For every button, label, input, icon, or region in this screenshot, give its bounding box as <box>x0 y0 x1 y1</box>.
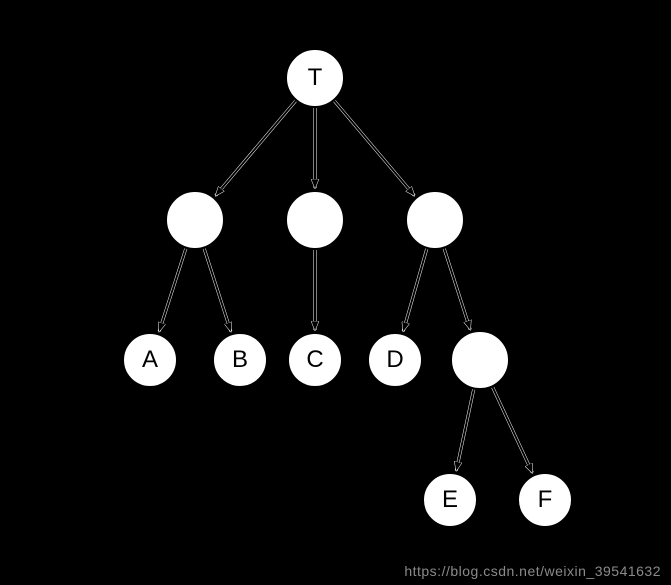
tree-node-root: T <box>285 48 345 108</box>
tree-node-A: A <box>122 332 178 388</box>
tree-node-F: F <box>517 472 573 528</box>
tree-node-label: D <box>386 346 403 374</box>
tree-node-D: D <box>367 332 423 388</box>
tree-node-n4 <box>450 330 510 390</box>
tree-node-n3 <box>405 190 465 250</box>
tree-node-C: C <box>287 332 343 388</box>
tree-node-label: F <box>538 486 553 514</box>
tree-edge <box>334 101 414 196</box>
tree-edge <box>216 101 296 196</box>
tree-edge <box>493 387 533 473</box>
tree-node-label: B <box>232 346 248 374</box>
tree-diagram: T A B C D E F <box>0 0 671 585</box>
tree-node-label: A <box>142 346 158 374</box>
tree-node-n2 <box>285 190 345 250</box>
tree-edge <box>204 249 231 332</box>
tree-edge <box>159 249 186 332</box>
tree-node-label: T <box>308 64 323 92</box>
tree-node-label: E <box>442 486 458 514</box>
tree-edge <box>403 249 427 331</box>
tree-edge <box>444 249 470 330</box>
tree-node-E: E <box>422 472 478 528</box>
watermark-text: https://blog.csdn.net/weixin_39541632 <box>404 563 661 579</box>
tree-node-n1 <box>165 190 225 250</box>
tree-node-B: B <box>212 332 268 388</box>
tree-edge <box>456 389 473 470</box>
tree-node-label: C <box>306 346 323 374</box>
